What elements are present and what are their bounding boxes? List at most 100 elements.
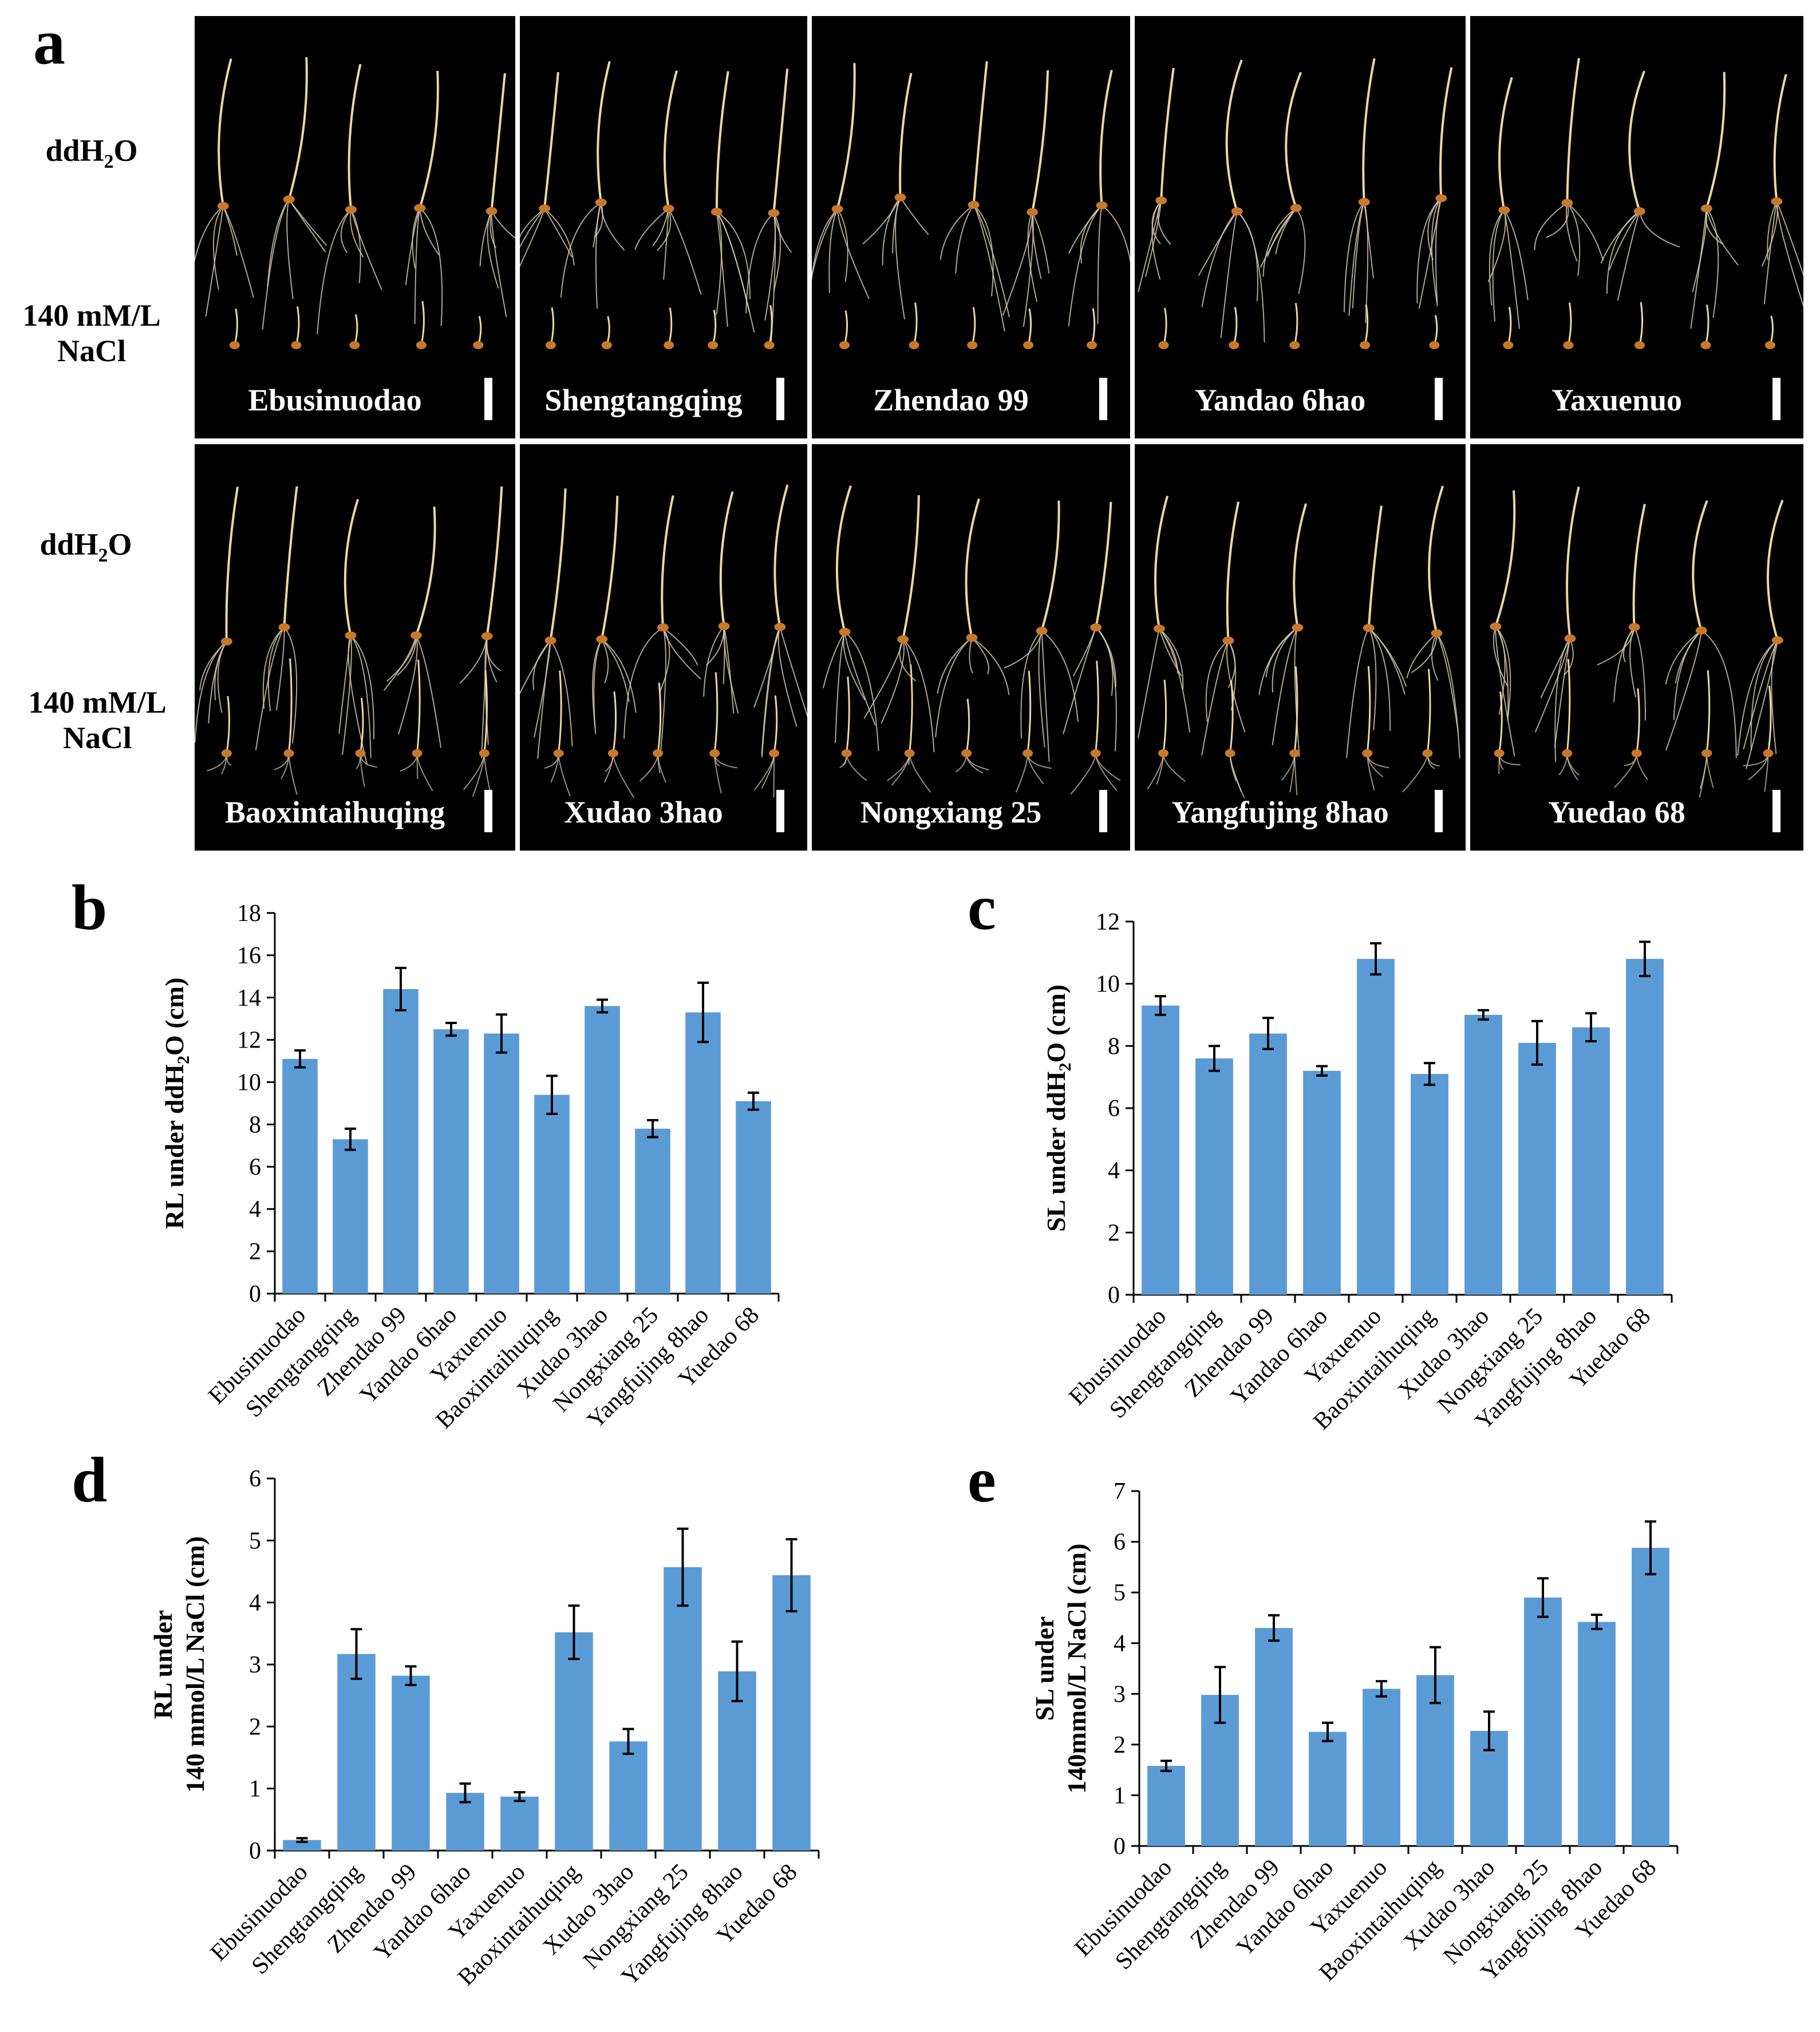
chart-c-shoot-length-water: 024681012EbusinuodaoShengtangqingZhendao… (1041, 909, 1673, 1435)
bar (1524, 1598, 1562, 1846)
scale-bar (1772, 790, 1780, 832)
y-tick-label: 6 (249, 1466, 261, 1492)
y-tick-label: 10 (237, 1070, 261, 1096)
bar (392, 1675, 430, 1851)
error-bar (496, 1013, 507, 1054)
panel-e-letter: e (968, 1445, 996, 1516)
y-tick-label: 7 (1114, 1478, 1126, 1505)
y-tick-label: 8 (1108, 1033, 1120, 1060)
y-tick-label: 6 (1108, 1096, 1120, 1122)
bar (1632, 1548, 1669, 1846)
error-bar (622, 1727, 634, 1755)
error-bar (1316, 1065, 1328, 1077)
y-axis-title-line2: 140mmol/L NaCl (cm) (1062, 1544, 1091, 1794)
bar (1578, 1622, 1616, 1846)
seedlings-illustration (1138, 485, 1460, 798)
y-tick-label: 3 (1114, 1681, 1126, 1707)
seedlings-illustration (822, 485, 1121, 794)
y-tick-label: 12 (237, 1027, 261, 1054)
error-bar (1483, 1710, 1495, 1752)
row1-salt-label: 140 mM/L NaCl (22, 298, 161, 368)
bar (1195, 1058, 1233, 1295)
error-bar (1645, 1520, 1656, 1576)
scale-bar (1099, 378, 1107, 420)
y-tick-label: 14 (237, 985, 261, 1011)
bar (1249, 1033, 1287, 1295)
variety-name: Nongxiang 25 (860, 795, 1042, 829)
y-tick-label: 5 (249, 1528, 261, 1554)
scale-bar (484, 378, 492, 420)
seedlings-illustration (812, 61, 1130, 349)
bar (1147, 1766, 1185, 1846)
bar (333, 1139, 368, 1294)
error-bar (1209, 1045, 1220, 1072)
error-bar (697, 981, 709, 1043)
variety-name: Shengtangqing (544, 383, 743, 417)
bar (1357, 959, 1395, 1295)
error-bar (597, 998, 608, 1014)
panel-d-letter: d (72, 1445, 108, 1516)
chart-b-root-length-water: 024681012141618EbusinuodaoShengtangqingZ… (160, 900, 780, 1434)
error-bar (647, 1119, 658, 1138)
photo-tile: Baoxintaihuqing (195, 444, 515, 851)
variety-name: Yuedao 68 (1548, 795, 1685, 829)
error-bar (1430, 1646, 1441, 1705)
bar (1303, 1070, 1341, 1295)
bar (337, 1654, 376, 1851)
y-tick-label: 0 (1114, 1833, 1126, 1860)
y-axis-title: RL under ddH2O (cm) (160, 978, 193, 1230)
y-tick-label: 4 (1108, 1158, 1120, 1184)
error-bar (296, 1837, 308, 1843)
bar (1411, 1074, 1448, 1295)
error-bar (1322, 1721, 1333, 1742)
row1-control-label: ddH2O (45, 133, 138, 172)
error-bar (568, 1604, 580, 1661)
photo-tile: Xudao 3hao (520, 444, 807, 851)
chart-e-shoot-length-salt: 01234567EbusinuodaoShengtangqingZhendao … (1031, 1478, 1679, 1986)
y-tick-label: 2 (249, 1239, 261, 1265)
bar (635, 1128, 670, 1294)
error-bar (345, 1127, 356, 1151)
error-bar (1478, 1009, 1489, 1021)
photo-tile: Zhendao 99 (812, 16, 1130, 438)
seedlings-illustration (520, 61, 792, 349)
variety-name: Yaxuenuo (1551, 383, 1683, 417)
seedlings-illustration (520, 484, 807, 798)
bar (484, 1033, 519, 1294)
photo-tile: Nongxiang 25 (812, 444, 1130, 851)
bar (736, 1101, 771, 1294)
panel-c-letter: c (968, 872, 996, 943)
y-tick-label: 0 (249, 1281, 261, 1307)
row2-control-label: ddH2O (40, 527, 132, 566)
photo-tile: Yangfujing 8hao (1135, 444, 1466, 851)
error-bar (1214, 1666, 1226, 1724)
bar (1363, 1689, 1400, 1846)
seedlings-illustration (1138, 58, 1453, 349)
error-bar (459, 1782, 471, 1804)
variety-name: Zhendao 99 (873, 383, 1029, 417)
error-bar (677, 1527, 689, 1607)
scale-bar (1435, 378, 1443, 420)
bar (609, 1741, 648, 1851)
variety-name: Yandao 6hao (1194, 383, 1366, 417)
bar (1255, 1628, 1293, 1846)
bar (282, 1058, 318, 1294)
y-tick-label: 8 (249, 1112, 261, 1138)
error-bar (748, 1092, 759, 1111)
bar (283, 1840, 321, 1851)
variety-name: Yangfujing 8hao (1171, 795, 1389, 829)
photo-tile: Ebusinuodao (195, 16, 515, 438)
bar (685, 1012, 721, 1294)
bar (433, 1029, 469, 1294)
photo-tile: Yuedao 68 (1470, 444, 1803, 851)
y-tick-label: 1 (249, 1776, 261, 1802)
photo-tile: Yaxuenuo (1470, 16, 1803, 438)
y-tick-label: 6 (1114, 1529, 1126, 1556)
bar (772, 1575, 811, 1851)
y-tick-label: 2 (1108, 1220, 1120, 1246)
bar (500, 1796, 539, 1851)
panel-b-letter: b (72, 872, 108, 943)
scale-bar (776, 790, 784, 832)
bar (555, 1632, 593, 1851)
photo-tile: Yandao 6hao (1135, 16, 1466, 438)
